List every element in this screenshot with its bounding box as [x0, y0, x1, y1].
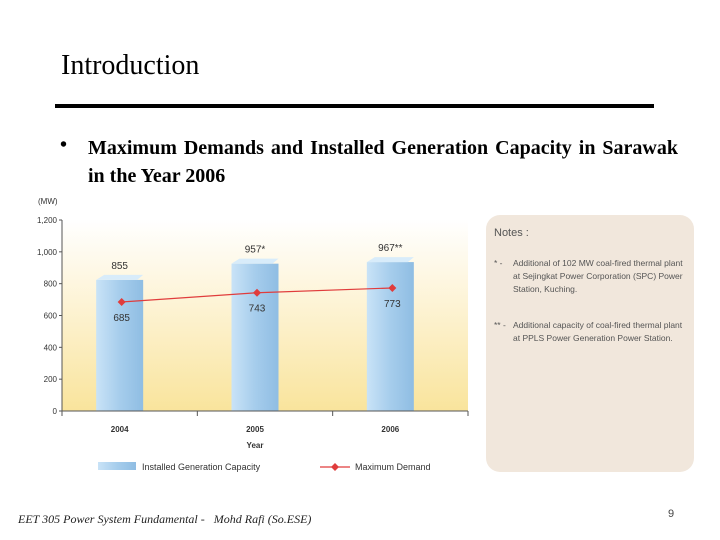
- capacity-data-label: 967**: [378, 243, 403, 254]
- demand-point: [388, 283, 397, 292]
- demand-data-label: 743: [249, 304, 266, 315]
- capacity-bar-top: [366, 257, 414, 263]
- capacity-bar-top: [231, 258, 279, 264]
- capacity-bar: [231, 263, 279, 411]
- x-axis-title: Year: [247, 441, 264, 450]
- notes-title: Notes :: [494, 227, 529, 239]
- y-tick-label: 0: [53, 407, 58, 416]
- bullet-text: Maximum Demands and Installed Generation…: [88, 137, 678, 187]
- capacity-data-label: 957*: [245, 245, 266, 256]
- capacity-bar: [366, 262, 414, 411]
- y-tick-label: 600: [44, 312, 58, 321]
- capacity-bar: [96, 279, 144, 411]
- demand-data-label: 773: [384, 299, 401, 310]
- demand-point: [117, 297, 126, 306]
- x-tick-label: 2006: [381, 425, 399, 434]
- legend-demand-marker: [331, 463, 339, 471]
- note-marker: * -: [494, 258, 503, 268]
- demand-point: [253, 288, 261, 297]
- y-tick-label: 1,200: [37, 216, 58, 225]
- y-tick-label: 200: [44, 375, 58, 384]
- demand-data-label: 685: [113, 313, 130, 324]
- note-text: Additional of 102 MW coal-fired thermal …: [513, 258, 683, 294]
- notes-box: Notes : * - Additional of 102 MW coal-fi…: [486, 215, 694, 472]
- note-marker: ** -: [494, 320, 506, 330]
- y-tick-label: 400: [44, 343, 58, 352]
- y-tick-label: 1,000: [37, 248, 58, 257]
- capacity-demand-chart: (MW) 0 200 400 600 800 1,000 1,200 855 957* 967**…: [37, 197, 469, 472]
- x-tick-label: 2005: [246, 425, 264, 434]
- title-underline: [55, 104, 654, 108]
- legend-capacity-label: Installed Generation Capacity: [142, 462, 261, 472]
- footer-text: EET 305 Power System Fundamental - Mohd …: [18, 512, 312, 526]
- slide-title: Introduction: [61, 50, 200, 81]
- capacity-data-label: 855: [111, 261, 128, 272]
- page-number: 9: [668, 508, 675, 520]
- x-tick-label: 2004: [111, 425, 129, 434]
- legend-capacity-swatch: [98, 462, 136, 470]
- legend-demand-label: Maximum Demand: [355, 462, 431, 472]
- bullet-marker: •: [60, 134, 68, 156]
- y-tick-label: 800: [44, 280, 58, 289]
- y-axis-unit-label: (MW): [38, 197, 58, 206]
- note-text: Additional capacity of coal-fired therma…: [513, 320, 683, 343]
- capacity-bar-top: [96, 274, 144, 280]
